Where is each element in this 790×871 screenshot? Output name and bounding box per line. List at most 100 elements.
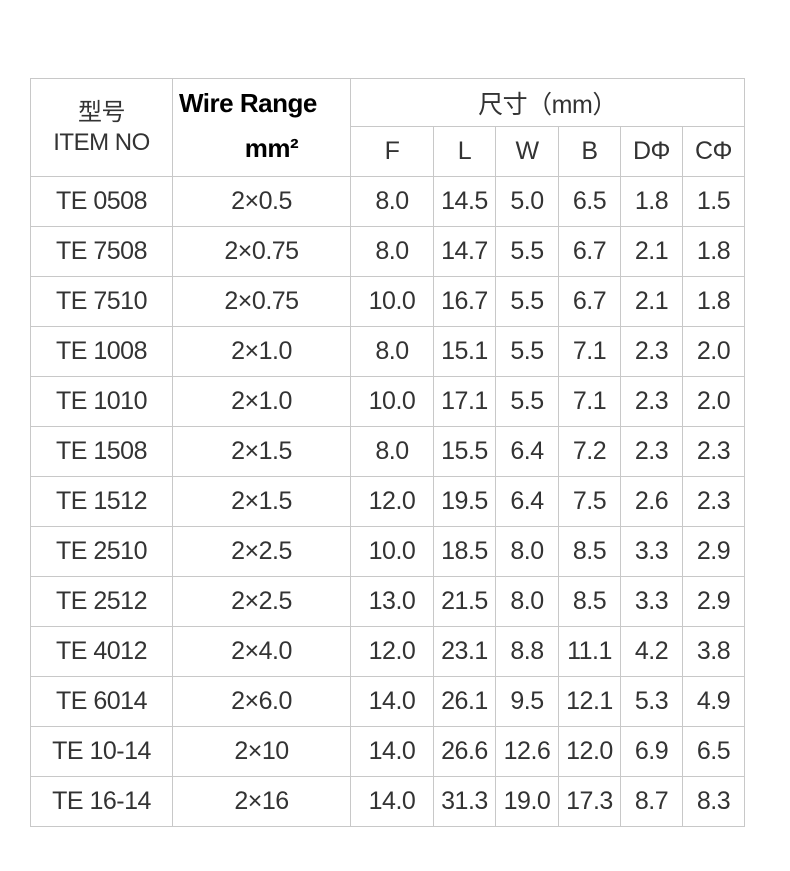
cell-b: 11.1	[558, 626, 621, 677]
cell-b: 8.5	[558, 526, 621, 577]
cell-wire-range: 2×10	[172, 726, 351, 777]
table-row: TE 7510 2×0.75 10.0 16.7 5.5 6.7 2.1 1.8	[30, 276, 745, 327]
column-header: L	[433, 126, 496, 177]
table-row: TE 1010 2×1.0 10.0 17.1 5.5 7.1 2.3 2.0	[30, 376, 745, 427]
cell-l: 19.5	[433, 476, 496, 527]
cell-c-phi: 2.3	[682, 426, 745, 477]
cell-l: 14.7	[433, 226, 496, 277]
cell-w: 6.4	[495, 426, 559, 477]
cell-l: 21.5	[433, 576, 496, 627]
cell-d-phi: 6.9	[620, 726, 683, 777]
wire-unit-label: mm²	[244, 132, 299, 163]
column-header: W	[495, 126, 559, 177]
cell-item-no: TE 1512	[30, 476, 173, 527]
cell-wire-range: 2×0.75	[172, 226, 351, 277]
dimensions-header: 尺寸（mm）	[350, 78, 745, 127]
cell-w: 5.5	[495, 326, 559, 377]
cell-d-phi: 4.2	[620, 626, 683, 677]
cell-wire-range: 2×0.5	[172, 176, 351, 227]
cell-b: 6.7	[558, 226, 621, 277]
cell-w: 9.5	[495, 676, 559, 727]
table-row: TE 1008 2×1.0 8.0 15.1 5.5 7.1 2.3 2.0	[30, 326, 745, 377]
cell-w: 8.8	[495, 626, 559, 677]
cell-l: 17.1	[433, 376, 496, 427]
cell-c-phi: 1.8	[682, 276, 745, 327]
cell-item-no: TE 2510	[30, 526, 173, 577]
column-header: CΦ	[682, 126, 745, 177]
table-row: TE 2510 2×2.5 10.0 18.5 8.0 8.5 3.3 2.9	[30, 526, 745, 577]
cell-wire-range: 2×2.5	[172, 526, 351, 577]
cell-c-phi: 8.3	[682, 776, 745, 827]
cell-d-phi: 2.3	[620, 426, 683, 477]
cell-b: 7.5	[558, 476, 621, 527]
cell-item-no: TE 7508	[30, 226, 173, 277]
cell-b: 12.0	[558, 726, 621, 777]
cell-l: 14.5	[433, 176, 496, 227]
cell-f: 10.0	[350, 376, 434, 427]
cell-wire-range: 2×1.5	[172, 476, 351, 527]
table-row: TE 4012 2×4.0 12.0 23.1 8.8 11.1 4.2 3.8	[30, 626, 745, 677]
column-header: B	[558, 126, 621, 177]
cell-b: 7.2	[558, 426, 621, 477]
cell-item-no: TE 7510	[30, 276, 173, 327]
cell-item-no: TE 1008	[30, 326, 173, 377]
cell-wire-range: 2×2.5	[172, 576, 351, 627]
cell-d-phi: 3.3	[620, 526, 683, 577]
cell-wire-range: 2×1.0	[172, 326, 351, 377]
table-row: TE 10-14 2×10 14.0 26.6 12.6 12.0 6.9 6.5	[30, 726, 745, 777]
cell-wire-range: 2×1.0	[172, 376, 351, 427]
cell-item-no: TE 16-14	[30, 776, 173, 827]
cell-item-no: TE 0508	[30, 176, 173, 227]
cell-l: 18.5	[433, 526, 496, 577]
cell-f: 13.0	[350, 576, 434, 627]
column-header: DΦ	[620, 126, 683, 177]
cell-d-phi: 2.1	[620, 276, 683, 327]
cell-w: 5.5	[495, 276, 559, 327]
cell-b: 7.1	[558, 326, 621, 377]
cell-d-phi: 8.7	[620, 776, 683, 827]
cell-w: 8.0	[495, 526, 559, 577]
item-no-header: 型号 ITEM NO	[30, 78, 173, 177]
item-cn-label: 型号	[78, 98, 126, 126]
wire-range-header: Wire Range mm²	[172, 78, 351, 177]
cell-item-no: TE 4012	[30, 626, 173, 677]
cell-f: 14.0	[350, 676, 434, 727]
cell-f: 10.0	[350, 526, 434, 577]
cell-f: 8.0	[350, 176, 434, 227]
cell-c-phi: 2.9	[682, 576, 745, 627]
cell-l: 26.6	[433, 726, 496, 777]
cell-d-phi: 2.3	[620, 376, 683, 427]
cell-b: 6.7	[558, 276, 621, 327]
cell-item-no: TE 1010	[30, 376, 173, 427]
spec-table: 型号 ITEM NO Wire Range mm² 尺寸（mm） F L W B DΦ C…	[30, 78, 745, 827]
cell-f: 12.0	[350, 476, 434, 527]
cell-d-phi: 3.3	[620, 576, 683, 627]
table-row: TE 6014 2×6.0 14.0 26.1 9.5 12.1 5.3 4.9	[30, 676, 745, 727]
header-row: 型号 ITEM NO Wire Range mm² 尺寸（mm）	[30, 78, 745, 177]
cell-w: 5.5	[495, 226, 559, 277]
cell-l: 15.5	[433, 426, 496, 477]
cell-b: 17.3	[558, 776, 621, 827]
cell-f: 8.0	[350, 326, 434, 377]
wire-range-label: Wire Range	[179, 87, 317, 118]
item-en-label: ITEM NO	[53, 128, 150, 156]
table-row: TE 1508 2×1.5 8.0 15.5 6.4 7.2 2.3 2.3	[30, 426, 745, 477]
column-header: F	[350, 126, 434, 177]
cell-w: 19.0	[495, 776, 559, 827]
cell-f: 14.0	[350, 726, 434, 777]
cell-item-no: TE 6014	[30, 676, 173, 727]
cell-c-phi: 4.9	[682, 676, 745, 727]
table-row: TE 7508 2×0.75 8.0 14.7 5.5 6.7 2.1 1.8	[30, 226, 745, 277]
cell-c-phi: 1.5	[682, 176, 745, 227]
table-row: TE 2512 2×2.5 13.0 21.5 8.0 8.5 3.3 2.9	[30, 576, 745, 627]
cell-w: 5.0	[495, 176, 559, 227]
cell-c-phi: 1.8	[682, 226, 745, 277]
cell-wire-range: 2×0.75	[172, 276, 351, 327]
cell-d-phi: 1.8	[620, 176, 683, 227]
cell-w: 6.4	[495, 476, 559, 527]
cell-b: 6.5	[558, 176, 621, 227]
cell-d-phi: 5.3	[620, 676, 683, 727]
cell-d-phi: 2.6	[620, 476, 683, 527]
cell-d-phi: 2.3	[620, 326, 683, 377]
cell-w: 12.6	[495, 726, 559, 777]
